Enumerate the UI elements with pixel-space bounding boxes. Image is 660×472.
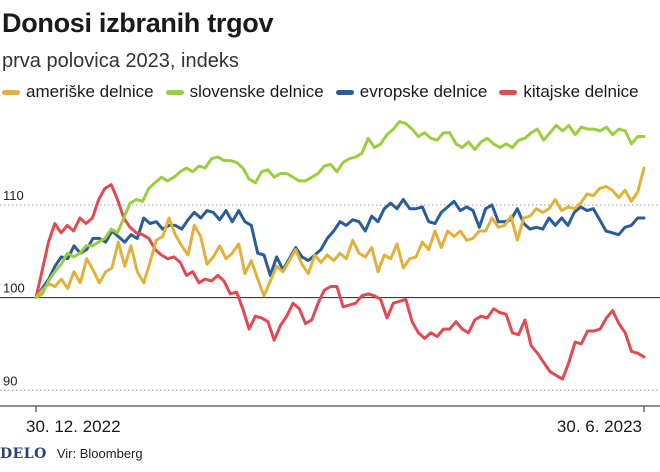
chart-axes: 30. 12. 2022 30. 6. 2023 [0,405,660,436]
legend-item: kitajske delnice [499,82,639,102]
footer: DELO Vir: Bloomberg [0,446,143,462]
chart-grid: 90 100 110 [0,188,660,391]
legend-label: evropske delnice [359,82,488,101]
legend-swatch [499,89,518,95]
legend-swatch [165,89,184,95]
page-subtitle: prva polovica 2023, indeks [2,50,239,72]
legend-item: evropske delnice [335,82,488,102]
y-tick-label: 100 [3,281,25,296]
legend-item: ameriške delnice [2,82,154,102]
legend-label: ameriške delnice [26,82,154,101]
legend-swatch [335,89,354,95]
delo-logo: DELO [0,446,47,462]
source-note: Vir: Bloomberg [56,446,143,461]
x-tick-label: 30. 6. 2023 [557,417,642,436]
series-line-3 [34,183,646,381]
series-line-0 [34,166,646,300]
legend-label: kitajske delnice [523,82,639,101]
legend-item: slovenske delnice [165,82,324,102]
legend-swatch [2,89,20,95]
y-tick-label: 90 [3,373,17,388]
y-tick-label: 110 [3,188,24,203]
chart-series [34,120,646,381]
page-title: Donosi izbranih trgov [2,8,274,38]
series-line-1 [34,120,646,300]
series-line-2 [34,198,646,300]
x-tick-label: 30. 12. 2022 [26,417,121,436]
line-chart: 90 100 110 30. 12. 2022 30. 6. 2023 [0,120,660,436]
legend-label: slovenske delnice [189,82,324,101]
chart-legend: ameriške delnice slovenske delnice evropsk… [2,82,651,102]
